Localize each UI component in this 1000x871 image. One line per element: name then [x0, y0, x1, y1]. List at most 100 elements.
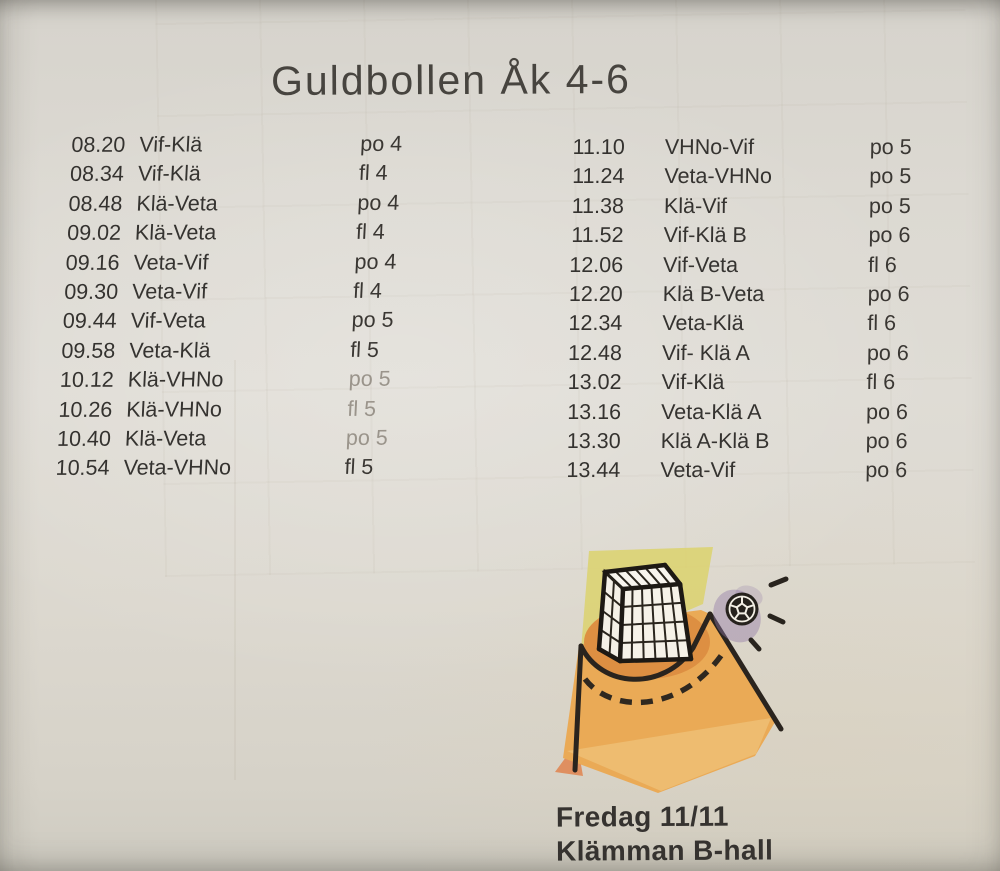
match-teams: Vif-Klä [138, 132, 203, 157]
match-category: po 5 [868, 193, 912, 218]
schedule-row: 13.16 Veta-Klä A po 6 [541, 398, 981, 427]
match-time: 13.44 [566, 458, 621, 483]
schedule-row: 10.54 Veta-VHNo fl 5 [29, 453, 461, 484]
match-category: po 6 [868, 223, 911, 248]
match-teams: Veta-Vif [131, 279, 208, 304]
match-category: po 5 [351, 308, 395, 333]
schedule-row: 11.10 VHNo-Vif po 5 [545, 133, 985, 162]
match-time: 13.30 [566, 429, 621, 454]
match-category: po 5 [869, 164, 912, 189]
schedule-right-column: 11.10 VHNo-Vif po 5 11.24 Veta-VHNo po 5 11.38… [540, 133, 985, 486]
match-time: 13.16 [567, 399, 622, 424]
match-category: fl 5 [346, 396, 377, 421]
schedule-row: 08.20 Vif-Klä po 4 [45, 129, 477, 160]
schedule-row: 09.58 Veta-Klä fl 5 [34, 335, 466, 366]
match-category: fl 4 [355, 220, 386, 245]
match-category: po 4 [359, 131, 403, 156]
match-time: 09.16 [65, 250, 121, 275]
match-time: 11.52 [571, 223, 624, 248]
schedule-row: 11.38 Klä-Vif po 5 [544, 192, 984, 221]
match-time: 09.30 [63, 279, 119, 304]
match-time: 08.48 [68, 191, 124, 216]
match-category: po 6 [866, 340, 909, 365]
match-teams: Klä-VHNo [125, 396, 223, 422]
schedule-row: 08.48 Klä-Veta po 4 [42, 188, 474, 219]
match-category: po 5 [345, 425, 389, 450]
schedule-left-column: 08.20 Vif-Klä po 4 08.34 Vif-Klä fl 4 08.48 Klä… [29, 129, 476, 483]
schedule-row: 09.44 Vif-Veta po 5 [36, 306, 468, 337]
match-teams: Klä-Veta [134, 220, 217, 245]
match-category: po 5 [348, 367, 392, 392]
schedule-row: 12.20 Klä B-Veta po 6 [543, 280, 983, 309]
match-teams: Vif-Klä B [663, 223, 747, 248]
handball-goal-clipart [555, 547, 789, 793]
match-teams: Vif-Veta [130, 308, 207, 334]
match-category: fl 6 [867, 252, 898, 277]
footer-date: Fredag 11/11 [555, 800, 729, 833]
match-time: 13.02 [567, 370, 622, 395]
match-teams: Klä-Veta [124, 426, 207, 451]
schedule-row: 12.48 Vif- Klä A po 6 [542, 339, 982, 368]
match-category: fl 6 [866, 370, 896, 395]
match-teams: Vif-Klä [661, 370, 725, 395]
match-teams: Klä-VHNo [127, 367, 225, 392]
match-time: 11.24 [572, 164, 625, 189]
match-time: 12.48 [567, 340, 623, 365]
free-throw-line [582, 648, 728, 706]
schedule-row: 13.44 Veta-Vif po 6 [540, 456, 980, 485]
schedule-row: 12.06 Vif-Veta fl 6 [543, 251, 983, 280]
match-time: 11.38 [571, 193, 625, 218]
schedule-row: 10.40 Klä-Veta po 5 [30, 424, 462, 455]
motion-dashes [748, 576, 789, 652]
schedule-row: 12.34 Veta-Klä fl 6 [542, 309, 982, 338]
court-light-overlay [567, 718, 771, 791]
page-title: Guldbollen Åk 4-6 [270, 56, 632, 104]
schedule-row: 09.16 Veta-Vif po 4 [39, 247, 471, 278]
schedule-row: 10.12 Klä-VHNo po 5 [33, 365, 465, 396]
match-teams: Veta-VHNo [122, 455, 232, 481]
match-teams: Klä-Vif [663, 193, 728, 218]
match-time: 10.40 [56, 426, 112, 451]
match-category: po 6 [865, 458, 908, 483]
match-category: fl 5 [343, 455, 374, 480]
schedule-row: 13.02 Vif-Klä fl 6 [541, 368, 981, 397]
match-category: po 6 [865, 429, 908, 454]
match-teams: Vif-Veta [662, 252, 739, 277]
match-teams: Veta-Vif [132, 250, 210, 275]
match-time: 11.10 [572, 135, 625, 159]
match-time: 12.06 [569, 252, 624, 277]
match-teams: Vif- Klä A [661, 340, 751, 365]
match-category: po 6 [865, 399, 909, 424]
match-teams: Veta-Klä A [660, 399, 762, 424]
goal-net-icon [596, 562, 694, 664]
match-category: po 4 [354, 249, 398, 274]
schedule-row: 13.30 Klä A-Klä B po 6 [540, 427, 980, 456]
match-category: fl 6 [867, 311, 897, 336]
match-teams: Klä-Veta [135, 191, 219, 216]
match-category: fl 5 [349, 337, 380, 362]
schedule-row: 11.52 Vif-Klä B po 6 [543, 221, 983, 250]
match-time: 08.34 [69, 162, 125, 187]
match-time: 08.20 [70, 132, 126, 157]
footer-venue: Klämman B-hall [556, 834, 774, 867]
match-category: po 4 [356, 190, 400, 215]
match-teams: Vif-Klä [137, 161, 202, 187]
schedule-row: 10.26 Klä-VHNo fl 5 [32, 394, 464, 425]
match-teams: Klä B-Veta [662, 282, 765, 307]
handball-icon [725, 592, 759, 626]
match-time: 10.54 [55, 456, 111, 481]
sideline-left [572, 643, 584, 773]
match-category: fl 4 [358, 161, 389, 186]
match-time: 10.26 [57, 397, 113, 422]
schedule-row: 08.34 Vif-Klä fl 4 [43, 159, 475, 190]
match-time: 09.58 [60, 338, 116, 363]
match-teams: VHNo-Vif [664, 135, 755, 159]
schedule-row: 11.24 Veta-VHNo po 5 [544, 162, 984, 191]
match-category: po 6 [867, 282, 910, 307]
match-teams: Veta-Vif [660, 458, 736, 483]
match-time: 09.02 [66, 220, 122, 246]
match-category: fl 4 [352, 278, 383, 303]
schedule-row: 09.02 Klä-Veta fl 4 [40, 218, 472, 249]
match-time: 12.20 [568, 282, 623, 307]
